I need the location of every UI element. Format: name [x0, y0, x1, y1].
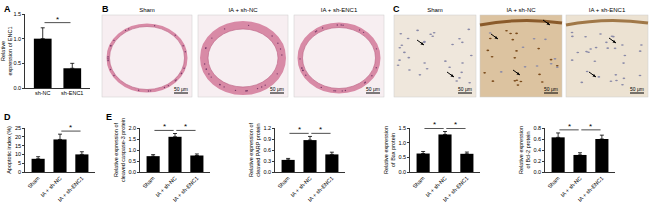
- svg-text:D: D: [4, 112, 11, 122]
- svg-text:IA + sh-NC: IA + sh-NC: [559, 175, 582, 198]
- svg-text:0.5: 0.5: [13, 60, 21, 66]
- svg-text:50 μm: 50 μm: [630, 86, 644, 92]
- svg-text:Relative expressionof Bax prot: Relative expressionof Bax protein: [383, 126, 396, 174]
- svg-text:*: *: [454, 120, 457, 129]
- svg-text:0.8: 0.8: [533, 125, 541, 131]
- svg-text:IA + sh-ENC1: IA + sh-ENC1: [57, 175, 85, 203]
- svg-text:Relativeexpression of ENC1: Relativeexpression of ENC1: [0, 27, 13, 76]
- svg-text:15: 15: [15, 143, 21, 149]
- svg-text:0.0: 0.0: [398, 169, 406, 175]
- svg-text:2.0: 2.0: [128, 125, 136, 131]
- svg-text:Sham: Sham: [141, 175, 156, 190]
- svg-text:IA + sh-NC: IA + sh-NC: [228, 7, 258, 13]
- svg-text:IA + sh-NC: IA + sh-NC: [506, 7, 536, 13]
- svg-text:10: 10: [15, 151, 21, 157]
- svg-text:0.6: 0.6: [533, 136, 541, 142]
- svg-text:IA + sh-NC: IA + sh-NC: [154, 175, 177, 198]
- svg-text:IA + sh-NC: IA + sh-NC: [289, 175, 312, 198]
- svg-text:0.0: 0.0: [128, 169, 136, 175]
- svg-text:0.5: 0.5: [128, 158, 136, 164]
- svg-text:1.5: 1.5: [13, 11, 21, 17]
- svg-text:0.0: 0.0: [263, 169, 271, 175]
- svg-text:A: A: [4, 4, 11, 14]
- svg-text:Apoptotic index (%): Apoptotic index (%): [6, 126, 12, 174]
- svg-text:5: 5: [18, 160, 21, 166]
- svg-text:0.6: 0.6: [263, 147, 271, 153]
- svg-text:IA + sh-ENC1: IA + sh-ENC1: [307, 175, 335, 203]
- svg-text:Sham: Sham: [427, 7, 443, 13]
- svg-text:IA + sh-ENC1: IA + sh-ENC1: [577, 175, 605, 203]
- svg-text:IA + sh-ENC1: IA + sh-ENC1: [589, 7, 626, 13]
- svg-text:*: *: [56, 15, 59, 24]
- svg-text:1.0: 1.0: [13, 36, 21, 42]
- svg-text:IA + sh-ENC1: IA + sh-ENC1: [442, 175, 470, 203]
- svg-text:IA + sh-NC: IA + sh-NC: [39, 175, 62, 198]
- svg-text:25: 25: [15, 125, 21, 131]
- svg-text:50 μm: 50 μm: [174, 86, 188, 92]
- svg-text:50 μm: 50 μm: [366, 86, 380, 92]
- svg-text:0.0: 0.0: [533, 169, 541, 175]
- svg-text:1.5: 1.5: [398, 125, 406, 131]
- svg-text:*: *: [589, 122, 592, 131]
- svg-text:1.0: 1.0: [128, 147, 136, 153]
- svg-text:*: *: [433, 120, 436, 129]
- svg-text:IA + sh-ENC1: IA + sh-ENC1: [321, 7, 358, 13]
- svg-text:C: C: [393, 4, 400, 14]
- svg-text:Relative expression ofcleaved: Relative expression ofcleaved PARP prote…: [248, 122, 261, 177]
- svg-text:*: *: [568, 122, 571, 131]
- svg-text:sh-NC: sh-NC: [35, 90, 51, 96]
- svg-text:Sham: Sham: [26, 175, 41, 190]
- svg-text:*: *: [298, 125, 301, 134]
- svg-text:1.2: 1.2: [263, 125, 271, 131]
- svg-text:Relative expressionof Bcl-2 pr: Relative expressionof Bcl-2 protein: [518, 126, 531, 174]
- svg-text:E: E: [106, 112, 112, 122]
- svg-text:*: *: [184, 122, 187, 131]
- svg-text:50 μm: 50 μm: [270, 86, 284, 92]
- svg-text:sh-ENC1: sh-ENC1: [61, 90, 83, 96]
- svg-text:50 μm: 50 μm: [544, 86, 558, 92]
- svg-text:0.3: 0.3: [263, 158, 271, 164]
- svg-text:0.5: 0.5: [398, 154, 406, 160]
- svg-text:Sham: Sham: [411, 175, 426, 190]
- svg-text:0.9: 0.9: [263, 136, 271, 142]
- svg-text:1.0: 1.0: [398, 140, 406, 146]
- svg-text:Relative expression ofcleaved: Relative expression ofcleaved caspase-3 …: [113, 118, 126, 182]
- svg-text:IA + sh-NC: IA + sh-NC: [424, 175, 447, 198]
- svg-text:50 μm: 50 μm: [458, 86, 472, 92]
- svg-text:Sham: Sham: [546, 175, 561, 190]
- svg-text:*: *: [163, 122, 166, 131]
- svg-text:Sham: Sham: [139, 7, 155, 13]
- svg-text:B: B: [102, 4, 109, 14]
- svg-text:*: *: [319, 125, 322, 134]
- svg-text:Sham: Sham: [276, 175, 291, 190]
- svg-text:*: *: [69, 123, 72, 132]
- svg-text:0.0: 0.0: [13, 85, 21, 91]
- svg-text:0.4: 0.4: [533, 147, 541, 153]
- svg-text:1.5: 1.5: [128, 136, 136, 142]
- svg-text:IA + sh-ENC1: IA + sh-ENC1: [172, 175, 200, 203]
- svg-text:0.2: 0.2: [533, 158, 541, 164]
- svg-text:0: 0: [18, 169, 21, 175]
- svg-text:20: 20: [15, 134, 21, 140]
